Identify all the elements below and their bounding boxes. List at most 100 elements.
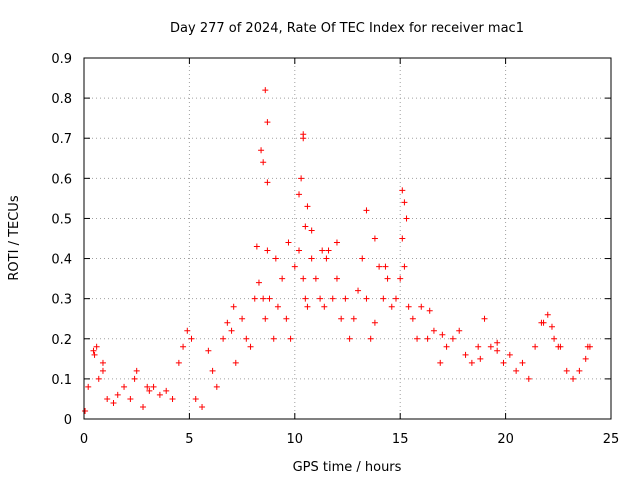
- data-point: [296, 247, 303, 254]
- x-tick-label: 5: [185, 432, 193, 447]
- x-tick-label: 25: [603, 432, 620, 447]
- data-point: [304, 303, 311, 310]
- y-tick-label: 0: [64, 413, 72, 428]
- data-point: [346, 335, 353, 342]
- data-point: [371, 235, 378, 242]
- data-point: [213, 383, 220, 390]
- data-point: [576, 367, 583, 374]
- data-point: [325, 247, 332, 254]
- data-points: [82, 87, 593, 414]
- data-point: [110, 399, 117, 406]
- x-tick-label: 15: [392, 432, 409, 447]
- data-point: [99, 367, 106, 374]
- data-point: [532, 343, 539, 350]
- data-point: [104, 395, 111, 402]
- data-point: [584, 343, 591, 350]
- x-tick-label: 0: [80, 432, 88, 447]
- data-point: [192, 395, 199, 402]
- x-tick-labels: 0 5 10 15 20 25: [80, 432, 619, 447]
- data-point: [342, 295, 349, 302]
- data-point: [570, 375, 577, 382]
- x-tick-label: 10: [287, 432, 304, 447]
- data-point: [397, 275, 404, 282]
- chart-title: Day 277 of 2024, Rate Of TEC Index for r…: [170, 21, 524, 36]
- data-point: [232, 359, 239, 366]
- data-point: [439, 331, 446, 338]
- data-point: [247, 343, 254, 350]
- y-tick-label: 0.9: [51, 52, 72, 67]
- data-point: [262, 315, 269, 322]
- data-point: [243, 335, 250, 342]
- data-point: [163, 387, 170, 394]
- data-point: [114, 391, 121, 398]
- data-point: [321, 303, 328, 310]
- data-point: [300, 275, 307, 282]
- data-point: [199, 403, 206, 410]
- data-point: [82, 407, 89, 414]
- y-tick-label: 0.8: [51, 92, 72, 107]
- data-point: [93, 343, 100, 350]
- data-point: [414, 335, 421, 342]
- data-point: [449, 335, 456, 342]
- data-point: [323, 255, 330, 262]
- data-point: [426, 307, 433, 314]
- data-point: [333, 275, 340, 282]
- data-point: [266, 295, 273, 302]
- data-point: [298, 175, 305, 182]
- data-point: [563, 367, 570, 374]
- data-point: [582, 355, 589, 362]
- data-point: [403, 215, 410, 222]
- data-point: [319, 247, 326, 254]
- plot-frame: [83, 57, 612, 420]
- data-point: [477, 355, 484, 362]
- data-point: [253, 243, 260, 250]
- data-point: [363, 207, 370, 214]
- x-tick-label: 20: [497, 432, 514, 447]
- data-point: [150, 383, 157, 390]
- data-point: [262, 87, 269, 94]
- y-tick-label: 0.7: [51, 132, 72, 147]
- data-point: [99, 359, 106, 366]
- data-point: [513, 367, 520, 374]
- y-axis-label: ROTI / TECUs: [7, 195, 22, 280]
- data-point: [258, 147, 265, 154]
- y-tick-label: 0.6: [51, 172, 72, 187]
- data-point: [350, 315, 357, 322]
- data-point: [270, 335, 277, 342]
- data-point: [230, 303, 237, 310]
- data-point: [551, 335, 558, 342]
- data-point: [121, 383, 128, 390]
- data-point: [133, 367, 140, 374]
- y-tick-label: 0.4: [51, 253, 72, 268]
- data-point: [308, 227, 315, 234]
- data-point: [481, 315, 488, 322]
- data-point: [443, 343, 450, 350]
- data-point: [304, 203, 311, 210]
- data-point: [555, 343, 562, 350]
- data-point: [401, 199, 408, 206]
- data-point: [548, 323, 555, 330]
- data-point: [228, 327, 235, 334]
- data-point: [283, 315, 290, 322]
- data-point: [437, 359, 444, 366]
- data-point: [409, 315, 416, 322]
- data-point: [376, 263, 383, 270]
- data-point: [487, 343, 494, 350]
- data-point: [540, 319, 547, 326]
- axis-ticks: [83, 57, 612, 420]
- data-point: [260, 295, 267, 302]
- data-point: [95, 375, 102, 382]
- data-point: [302, 223, 309, 230]
- data-point: [388, 303, 395, 310]
- data-point: [468, 359, 475, 366]
- data-point: [475, 343, 482, 350]
- data-point: [144, 383, 151, 390]
- data-point: [156, 391, 163, 398]
- data-point: [456, 327, 463, 334]
- data-point: [363, 295, 370, 302]
- data-point: [500, 359, 507, 366]
- data-point: [260, 159, 267, 166]
- data-point: [188, 335, 195, 342]
- data-point: [308, 255, 315, 262]
- data-point: [239, 315, 246, 322]
